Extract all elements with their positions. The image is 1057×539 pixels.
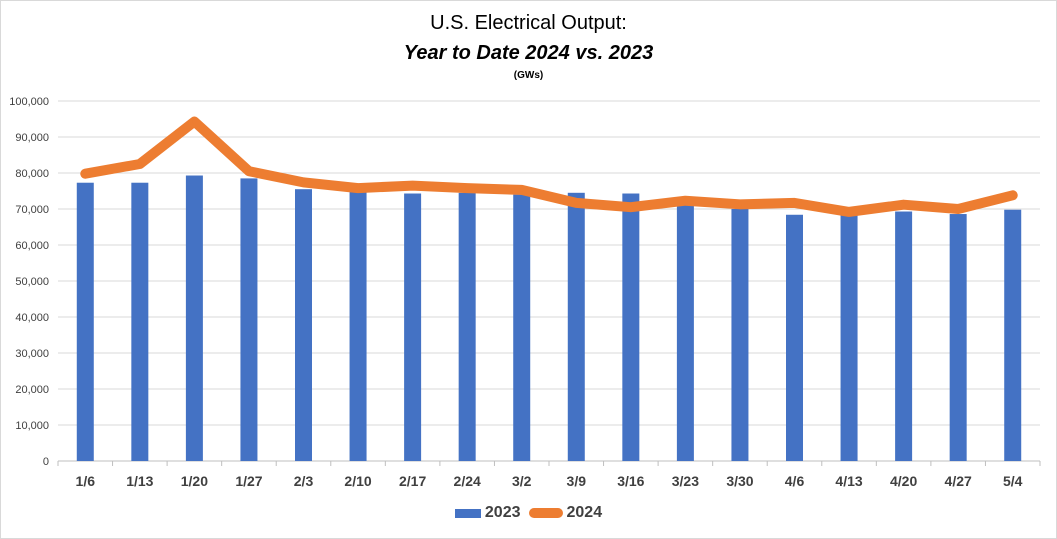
point-2024-5-4	[1010, 193, 1015, 198]
x-tick-label: 2/24	[454, 473, 481, 489]
bar-2023-4-20	[895, 211, 913, 461]
legend-label-2024: 2024	[566, 504, 603, 521]
legend-item-2024: 2024	[528, 504, 603, 522]
x-tick-label: 4/27	[945, 473, 972, 489]
line-2024	[80, 116, 1018, 217]
point-2024-1-13	[137, 162, 142, 166]
point-2024-2-24	[465, 186, 470, 191]
x-tick-label: 2/17	[399, 473, 426, 489]
chart-title: U.S. Electrical Output:	[430, 12, 627, 34]
bar-2023-3-2	[513, 194, 531, 461]
x-tick-label: 3/30	[726, 473, 753, 489]
point-2024-2-3	[301, 180, 306, 185]
point-2024-3-16	[628, 205, 633, 210]
point-2024-3-9	[574, 200, 579, 205]
bar-2023-1-13	[131, 182, 149, 461]
x-tick-label: 1/13	[126, 473, 153, 489]
bar-2023-1-27	[240, 178, 258, 461]
y-tick-label: 50,000	[15, 276, 49, 288]
point-2024-4-20	[901, 202, 906, 207]
bar-2023-2-10	[349, 191, 367, 461]
x-tick-label: 2/10	[344, 473, 371, 489]
y-tick-label: 80,000	[15, 168, 49, 180]
y-tick-label: 30,000	[15, 348, 49, 360]
point-2024-2-17	[410, 183, 415, 188]
point-2024-3-30	[737, 202, 742, 207]
y-tick-label: 60,000	[15, 240, 49, 252]
legend: 2023 2024	[0, 504, 1057, 522]
y-tick-label: 100,000	[9, 96, 49, 108]
bar-2023-4-6	[786, 214, 803, 461]
bar-2023-4-13	[840, 213, 858, 461]
point-2024-3-2	[519, 187, 524, 192]
x-tick-label: 1/27	[235, 473, 262, 489]
bar-2023-2-17	[404, 193, 422, 461]
y-tick-label: 40,000	[15, 312, 49, 324]
bar-2023-3-16	[622, 193, 640, 461]
x-tick-label: 3/16	[617, 473, 644, 489]
point-2024-2-10	[356, 186, 361, 191]
point-2024-1-20	[192, 119, 197, 124]
x-tick-label: 1/6	[76, 473, 96, 489]
point-2024-4-27	[956, 207, 961, 211]
bar-2023-3-23	[676, 201, 694, 462]
point-2024-3-23	[683, 198, 688, 203]
x-tick-label: 2/3	[294, 473, 314, 489]
bar-2023-1-6	[76, 182, 94, 461]
legend-item-2023: 2023	[454, 504, 521, 522]
bar-2023-3-30	[731, 209, 749, 461]
point-2024-4-13	[847, 209, 852, 214]
legend-swatch-2024	[528, 508, 563, 518]
y-tick-label: 70,000	[15, 204, 49, 216]
x-tick-label: 4/6	[785, 473, 805, 489]
point-2024-1-6	[83, 171, 88, 176]
bar-2023-2-3	[295, 189, 312, 461]
point-2024-1-27	[246, 169, 251, 174]
x-tick-label: 1/20	[181, 473, 208, 489]
legend-label-2023: 2023	[484, 504, 521, 521]
x-tick-label: 3/2	[512, 473, 532, 489]
legend-swatch-2023	[454, 508, 481, 518]
point-2024-4-6	[792, 200, 797, 205]
x-tick-label: 3/23	[672, 473, 699, 489]
bar-2023-1-20	[185, 175, 203, 461]
y-tick-label: 10,000	[15, 420, 49, 432]
bar-2023-3-9	[567, 192, 585, 462]
bar-2023-4-27	[949, 214, 967, 461]
x-tick-label: 5/4	[1003, 473, 1023, 489]
y-tick-label: 90,000	[15, 132, 49, 144]
bar-2023-2-24	[458, 192, 476, 462]
x-tick-label: 4/20	[890, 473, 917, 489]
bar-2023-5-4	[1004, 209, 1022, 461]
x-tick-label: 4/13	[835, 473, 862, 489]
x-tick-label: 3/9	[567, 473, 587, 489]
chart-subtitle: Year to Date 2024 vs. 2023	[403, 42, 654, 64]
y-tick-label: 0	[43, 456, 49, 468]
y-tick-label: 20,000	[15, 384, 49, 396]
chart-units: (GWs)	[513, 70, 544, 81]
